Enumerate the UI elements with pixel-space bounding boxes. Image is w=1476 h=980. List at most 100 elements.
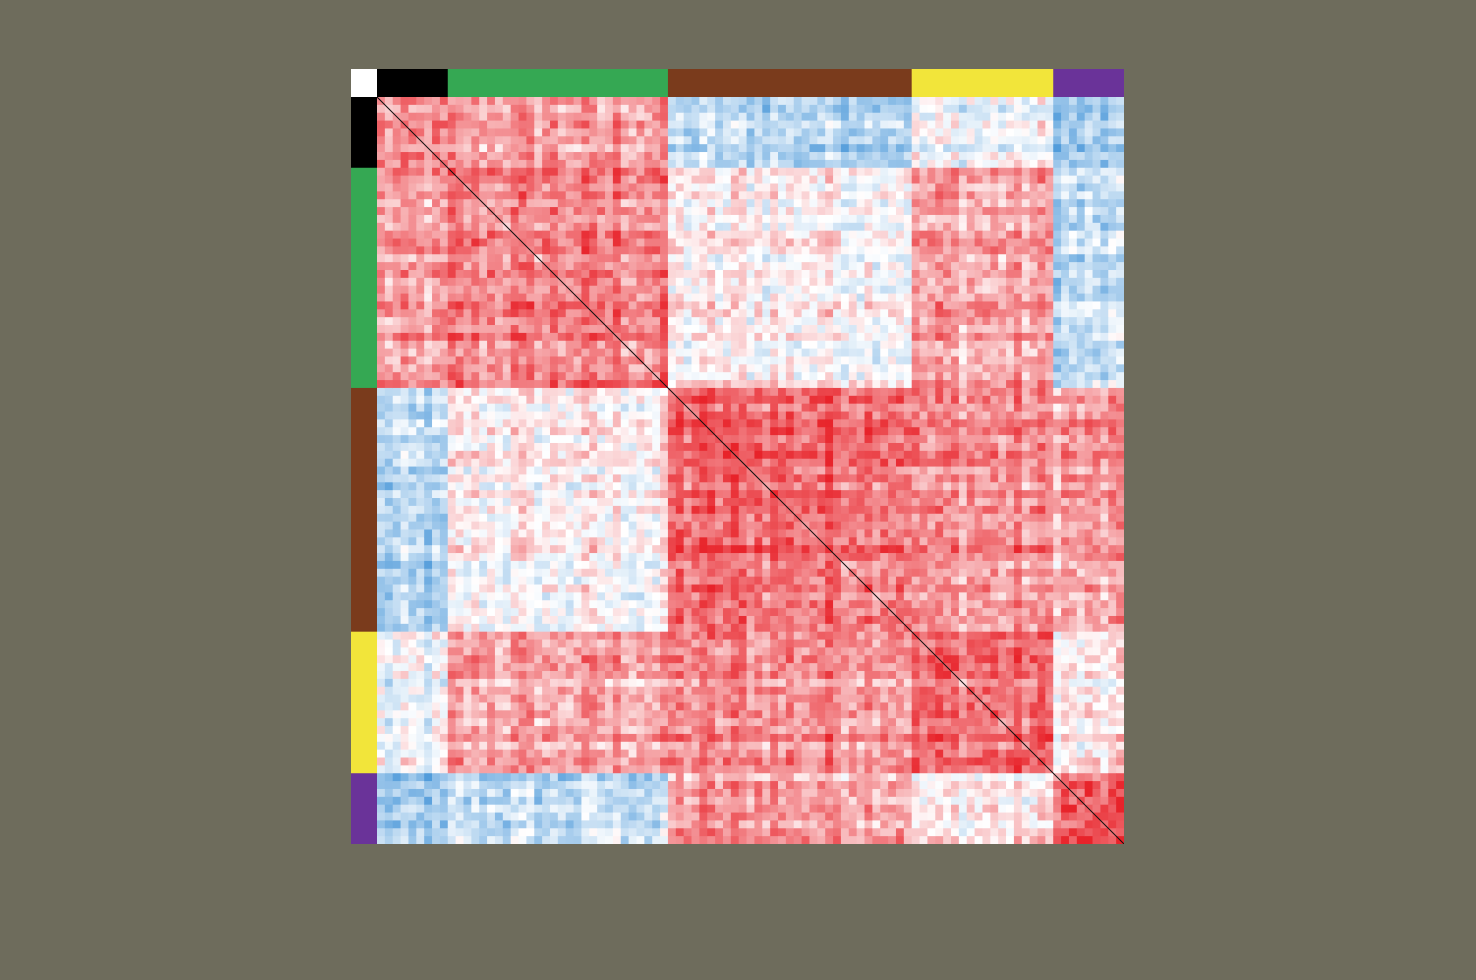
heatmap-cell	[573, 301, 582, 310]
heatmap-cell	[565, 293, 574, 302]
heatmap-cell	[1092, 112, 1101, 121]
heatmap-cell	[479, 498, 488, 507]
heatmap-cell	[597, 773, 606, 782]
heatmap-cell	[384, 466, 394, 475]
heatmap-cell	[573, 836, 582, 844]
heatmap-cell	[597, 387, 606, 397]
heatmap-cell	[982, 230, 991, 239]
heatmap-cell	[471, 576, 480, 585]
heatmap-cell	[982, 222, 991, 232]
heatmap-cell	[534, 466, 543, 475]
heatmap-cell	[416, 403, 425, 412]
heatmap-cell	[660, 112, 669, 121]
heatmap-cell	[895, 277, 905, 287]
heatmap-cell	[589, 671, 598, 680]
heatmap-cell	[888, 112, 897, 121]
heatmap-cell	[447, 191, 457, 200]
heatmap-cell	[1021, 191, 1031, 200]
heatmap-cell	[770, 104, 779, 114]
heatmap-cell	[1061, 144, 1070, 153]
heatmap-cell	[557, 325, 567, 334]
heatmap-cell	[730, 254, 740, 263]
heatmap-cell	[998, 152, 1007, 161]
heatmap-cell	[817, 262, 826, 271]
heatmap-cell	[549, 655, 559, 664]
heatmap-cell	[1013, 222, 1023, 232]
heatmap-cell	[471, 836, 480, 844]
heatmap-cell	[557, 403, 567, 412]
heatmap-cell	[597, 631, 606, 640]
heatmap-cell	[408, 136, 417, 145]
heatmap-cell	[502, 269, 512, 279]
heatmap-cell	[683, 175, 692, 184]
heatmap-cell	[762, 309, 771, 318]
heatmap-cell	[557, 663, 567, 672]
heatmap-cell	[707, 254, 716, 263]
heatmap-cell	[762, 97, 771, 106]
heatmap-cell	[526, 678, 535, 688]
heatmap-cell	[581, 372, 590, 381]
heatmap-cell	[628, 136, 637, 145]
heatmap-cell	[534, 309, 543, 318]
heatmap-cell	[455, 466, 464, 475]
heatmap-cell	[463, 576, 472, 585]
heatmap-cell	[542, 718, 551, 727]
heatmap-cell	[620, 207, 630, 216]
heatmap-cell	[770, 97, 779, 106]
heatmap-cell	[903, 293, 913, 302]
heatmap-cell	[911, 183, 920, 192]
heatmap-cell	[424, 553, 433, 562]
heatmap-cell	[660, 262, 669, 271]
heatmap-cell	[416, 663, 425, 672]
heatmap-cell	[605, 773, 614, 782]
heatmap-cell	[833, 167, 842, 177]
heatmap-cell	[502, 128, 512, 137]
heatmap-cell	[416, 325, 425, 334]
heatmap-cell	[1108, 112, 1117, 121]
heatmap-cell	[494, 104, 504, 114]
heatmap-cell	[377, 112, 386, 121]
heatmap-cell	[565, 671, 574, 680]
heatmap-cell	[377, 568, 386, 578]
heatmap-cell	[793, 175, 803, 184]
heatmap-cell	[526, 781, 535, 790]
heatmap-cell	[605, 671, 614, 680]
heatmap-cell	[1108, 309, 1117, 318]
heatmap-cell	[565, 513, 574, 523]
heatmap-cell	[534, 207, 543, 216]
heatmap-cell	[487, 788, 496, 798]
heatmap-cell	[384, 262, 394, 271]
heatmap-cell	[982, 262, 991, 271]
heatmap-cell	[589, 191, 598, 200]
heatmap-cell	[667, 175, 677, 184]
heatmap-cell	[597, 340, 606, 350]
heatmap-cell	[471, 623, 480, 633]
heatmap-cell	[502, 623, 512, 633]
heatmap-cell	[597, 395, 606, 405]
heatmap-cell	[424, 694, 433, 703]
heatmap-cell	[565, 466, 574, 475]
heatmap-cell	[809, 254, 818, 263]
heatmap-cell	[605, 615, 614, 625]
heatmap-cell	[439, 568, 449, 578]
heatmap-cell	[660, 340, 669, 350]
heatmap-cell	[542, 639, 551, 648]
heatmap-cell	[1061, 301, 1070, 310]
heatmap-cell	[392, 269, 401, 279]
heatmap-cell	[479, 277, 488, 287]
heatmap-cell	[746, 159, 755, 169]
heatmap-cell	[455, 152, 464, 161]
heatmap-cell	[722, 152, 732, 161]
heatmap-cell	[785, 159, 795, 169]
heatmap-cell	[620, 419, 630, 428]
heatmap-cell	[542, 836, 551, 844]
heatmap-cell	[825, 144, 834, 153]
heatmap-cell	[510, 97, 519, 106]
heatmap-cell	[377, 671, 386, 680]
heatmap-cell	[597, 796, 606, 806]
heatmap-cell	[408, 152, 417, 161]
heatmap-cell	[487, 262, 496, 271]
heatmap-cell	[565, 749, 574, 758]
heatmap-cell	[518, 498, 527, 507]
heatmap-cell	[903, 112, 913, 121]
